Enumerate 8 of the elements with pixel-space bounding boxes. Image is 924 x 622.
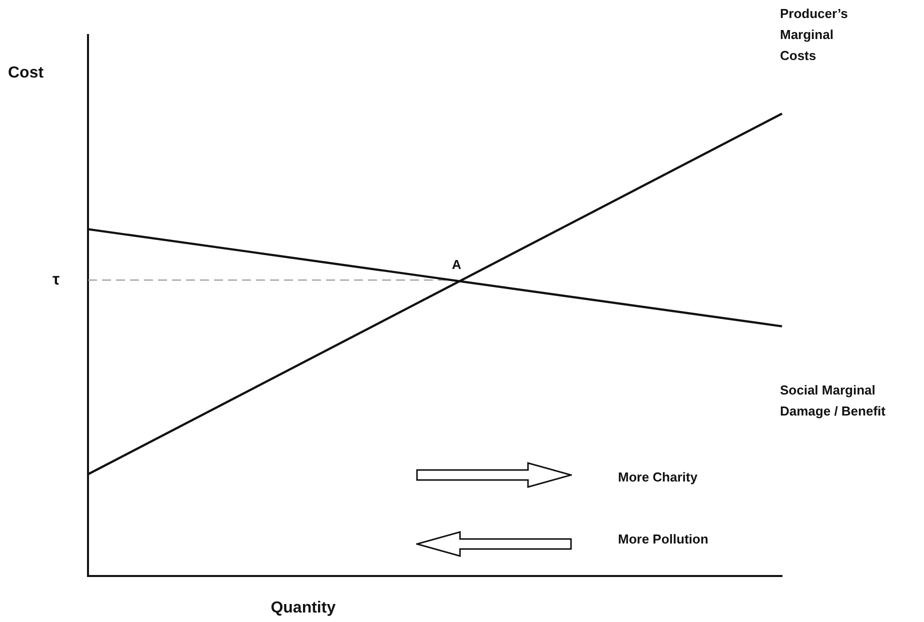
text: Producer’s Marginal Costs: [780, 6, 848, 64]
ref-line-label: τ: [52, 271, 60, 288]
annotation: A: [452, 257, 462, 272]
annotation: More Pollution: [618, 532, 708, 547]
text: Social Marginal Damage / Benefit: [780, 382, 886, 418]
y-axis-title: Cost: [8, 64, 44, 82]
x-axis-title: Quantity: [270, 599, 336, 616]
annotation: More Charity: [618, 470, 698, 485]
